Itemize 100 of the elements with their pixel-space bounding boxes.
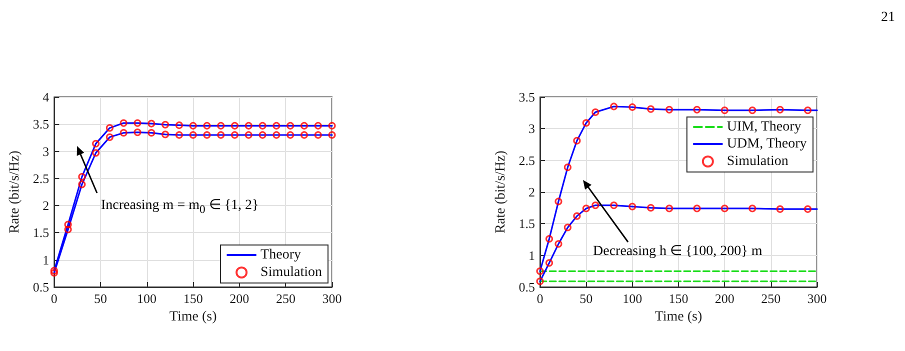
point — [161, 130, 170, 138]
point — [564, 224, 572, 232]
y-tick-label: 2.5 — [32, 170, 50, 186]
point — [175, 121, 183, 130]
x-tick-label: 100 — [137, 291, 157, 306]
point — [50, 269, 58, 277]
point — [230, 131, 239, 139]
x-tick-label: 100 — [622, 291, 642, 306]
point — [545, 235, 554, 243]
point — [161, 120, 170, 128]
point — [64, 220, 72, 228]
point — [804, 106, 812, 114]
x-tick-label: 50 — [94, 291, 107, 306]
point — [230, 122, 239, 130]
point — [647, 204, 655, 212]
point — [693, 204, 701, 212]
point — [272, 131, 280, 139]
y-tick-label: 2.5 — [518, 152, 535, 168]
point — [776, 205, 784, 213]
y-tick-label: 3 — [528, 121, 535, 136]
x-tick-label: 200 — [230, 291, 250, 306]
y-axis-title: Rate (bit/s/Hz) — [493, 150, 508, 234]
point — [328, 122, 336, 130]
point — [720, 106, 728, 114]
point — [582, 119, 590, 127]
x-tick-label: 200 — [714, 291, 734, 306]
point — [314, 122, 322, 130]
point — [64, 226, 72, 234]
point — [665, 106, 674, 114]
point — [720, 204, 728, 212]
point — [748, 106, 756, 114]
text: 21 — [881, 10, 895, 26]
point — [92, 140, 100, 148]
point — [592, 108, 600, 116]
point — [134, 119, 142, 127]
annotation: Decreasing h ∈ {100, 200} m — [593, 243, 762, 260]
y-tick-label: 3.5 — [32, 116, 50, 132]
x-tick-label: 150 — [183, 291, 203, 306]
legend-label: Simulation — [726, 154, 788, 169]
point — [573, 136, 581, 144]
point — [564, 164, 572, 172]
point — [748, 204, 756, 212]
point — [286, 122, 294, 130]
y-tick-label: 2 — [528, 184, 535, 200]
point — [203, 122, 211, 130]
legend-label: Theory — [260, 248, 301, 262]
point — [217, 122, 225, 130]
point — [545, 259, 554, 267]
point — [106, 124, 114, 132]
point — [258, 122, 266, 130]
point — [272, 122, 280, 130]
y-tick-label: 1 — [528, 248, 535, 263]
point — [175, 131, 183, 139]
point — [148, 129, 156, 137]
point — [134, 128, 142, 136]
point — [610, 202, 618, 210]
x-tick-label: 0 — [536, 291, 544, 306]
x-axis-title: Time (s) — [169, 309, 218, 324]
y-tick-label: 0.5 — [518, 280, 535, 294]
x-axis-title: Time (s) — [654, 309, 702, 324]
point — [647, 105, 655, 113]
point — [300, 131, 308, 139]
point — [610, 102, 618, 110]
point — [286, 131, 294, 139]
point — [665, 204, 674, 212]
y-tick-label: 3.5 — [518, 90, 535, 104]
point — [554, 240, 562, 248]
x-tick-label: 300 — [322, 291, 342, 306]
point — [776, 106, 784, 114]
y-tick-label: 4 — [42, 90, 50, 104]
point — [106, 133, 114, 141]
point — [628, 202, 636, 210]
line-series — [539, 204, 818, 282]
point — [148, 120, 156, 128]
point — [50, 266, 58, 275]
point — [92, 149, 100, 157]
point — [78, 180, 86, 188]
y-tick-label: 2 — [42, 198, 50, 214]
point — [328, 131, 336, 139]
point — [536, 267, 544, 275]
x-tick-label: 250 — [276, 291, 296, 306]
point — [78, 173, 86, 181]
x-tick-label: 50 — [580, 291, 593, 306]
legend-label: UDM, Theory — [726, 136, 807, 152]
point — [244, 131, 252, 139]
point — [120, 129, 128, 137]
y-tick-label: 1.5 — [518, 216, 535, 232]
y-tick-label: 3 — [42, 144, 50, 159]
point — [258, 131, 266, 139]
point — [628, 103, 636, 111]
point — [217, 131, 225, 139]
x-tick-label: 300 — [807, 291, 827, 306]
legend-label: UIM, Theory — [726, 120, 802, 134]
x-tick-label: 0 — [50, 291, 58, 306]
legend-label: Simulation — [260, 265, 322, 280]
point — [592, 202, 600, 210]
line-series — [539, 106, 818, 272]
x-tick-label: 250 — [761, 291, 781, 306]
point — [536, 278, 544, 286]
point — [582, 204, 590, 212]
